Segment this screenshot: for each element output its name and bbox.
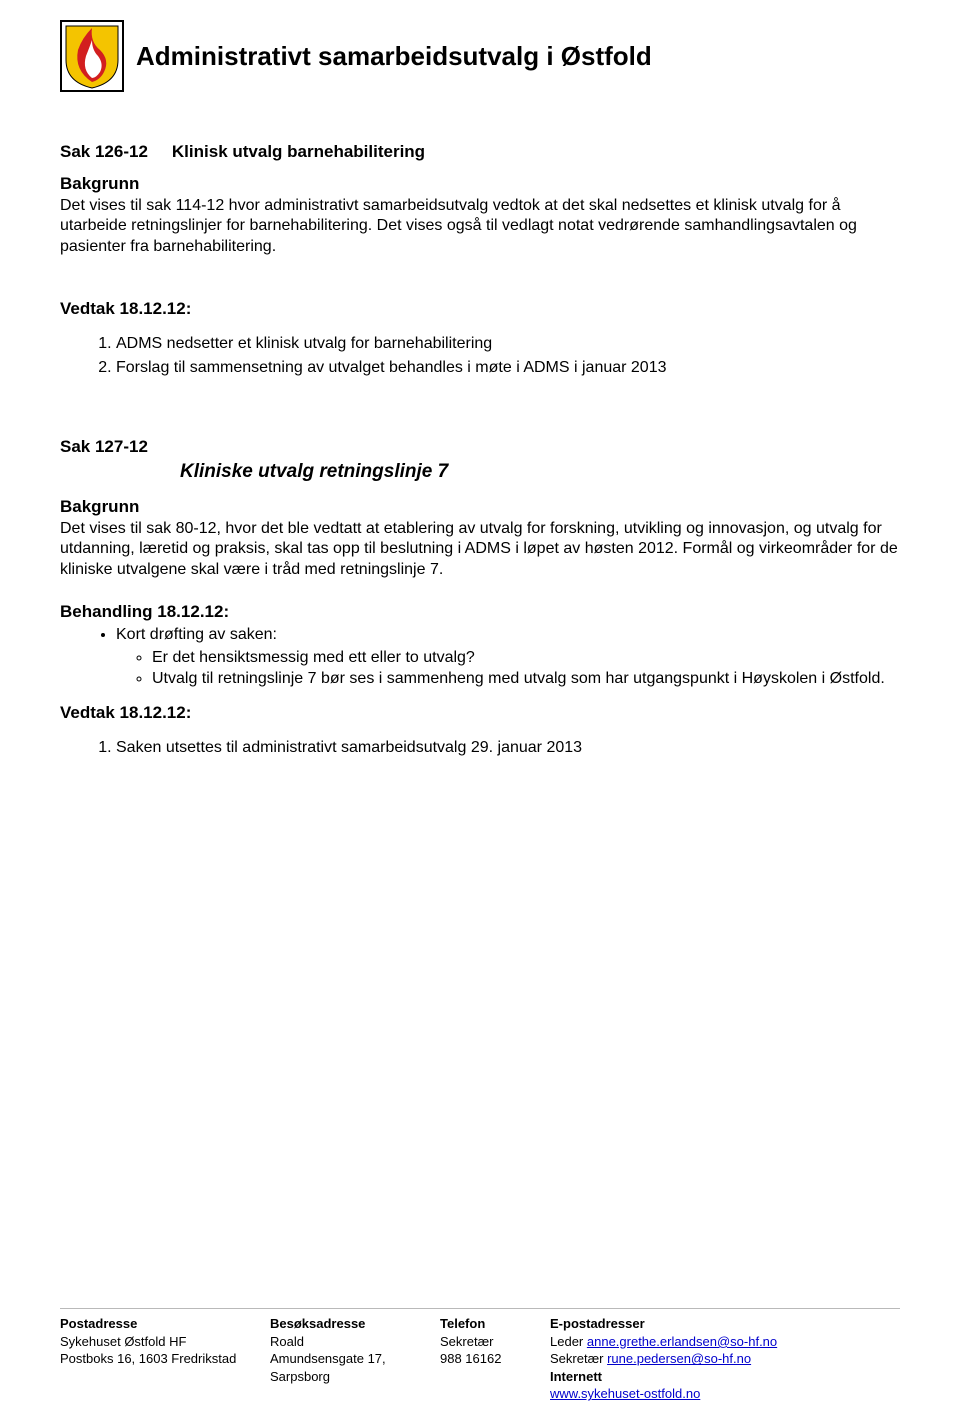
footer-heading: Telefon (440, 1315, 532, 1333)
list-item: Utvalg til retningslinje 7 bør ses i sam… (152, 668, 900, 689)
vedtak-label: Vedtak 18.12.12: (60, 299, 900, 319)
footer-line: Leder anne.grethe.erlandsen@so-hf.no (550, 1333, 882, 1351)
list-item: Saken utsettes til administrativt samarb… (116, 737, 900, 759)
leder-prefix: Leder (550, 1334, 587, 1349)
list-item: Er det hensiktsmessig med ett eller to u… (152, 647, 900, 668)
sak-title: Kliniske utvalg retningslinje 7 (180, 461, 900, 483)
bakgrunn-label: Bakgrunn (60, 174, 900, 194)
sak-number: Sak 127-12 (60, 437, 900, 457)
footer-line: 988 16162 (440, 1350, 532, 1368)
vedtak-label: Vedtak 18.12.12: (60, 703, 900, 723)
vedtak-list: ADMS nedsetter et klinisk utvalg for bar… (60, 333, 900, 378)
header-title: Administrativt samarbeidsutvalg i Østfol… (136, 41, 652, 72)
vedtak-list: Saken utsettes til administrativt samarb… (60, 737, 900, 759)
bakgrunn-text: Det vises til sak 80-12, hvor det ble ve… (60, 519, 900, 580)
behandling-label: Behandling 18.12.12: (60, 602, 900, 622)
sak-127-block: Sak 127-12 Kliniske utvalg retningslinje… (60, 437, 900, 759)
footer-heading: Besøksadresse (270, 1315, 422, 1333)
list-item: ADMS nedsetter et klinisk utvalg for bar… (116, 333, 900, 355)
footer-line: Sekretær rune.pedersen@so-hf.no (550, 1350, 882, 1368)
behandling-sublist: Er det hensiktsmessig med ett eller to u… (116, 647, 900, 689)
page-header: Administrativt samarbeidsutvalg i Østfol… (60, 20, 900, 92)
footer-heading: Internett (550, 1368, 882, 1386)
footer-line: Sykehuset Østfold HF (60, 1333, 252, 1351)
footer-line: Amundsensgate 17, (270, 1350, 422, 1368)
email-link[interactable]: anne.grethe.erlandsen@so-hf.no (587, 1334, 777, 1349)
sak-126-heading: Sak 126-12 Klinisk utvalg barnehabiliter… (60, 142, 900, 162)
behandling-list: Kort drøfting av saken: Er det hensiktsm… (60, 624, 900, 689)
bakgrunn-text: Det vises til sak 114-12 hvor administra… (60, 196, 900, 257)
sak-title: Klinisk utvalg barnehabilitering (172, 142, 425, 162)
footer-heading: E-postadresser (550, 1315, 882, 1333)
footer-line: Roald (270, 1333, 422, 1351)
footer-col-epost: E-postadresser Leder anne.grethe.erlands… (550, 1315, 900, 1403)
footer-line: Sarpsborg (270, 1368, 422, 1386)
bullet-text: Kort drøfting av saken: (116, 626, 277, 643)
footer-heading: Postadresse (60, 1315, 252, 1333)
email-link[interactable]: rune.pedersen@so-hf.no (607, 1351, 751, 1366)
bakgrunn-label: Bakgrunn (60, 497, 900, 517)
sak-number: Sak 126-12 (60, 142, 148, 162)
website-link[interactable]: www.sykehuset-ostfold.no (550, 1386, 700, 1401)
footer-line: www.sykehuset-ostfold.no (550, 1385, 882, 1403)
footer-col-besoksadresse: Besøksadresse Roald Amundsensgate 17, Sa… (270, 1315, 440, 1403)
page-footer: Postadresse Sykehuset Østfold HF Postbok… (60, 1308, 900, 1403)
footer-col-telefon: Telefon Sekretær 988 16162 (440, 1315, 550, 1403)
shield-logo-icon (60, 20, 124, 92)
sekretaer-prefix: Sekretær (550, 1351, 607, 1366)
list-item: Forslag til sammensetning av utvalget be… (116, 357, 900, 379)
footer-line: Sekretær (440, 1333, 532, 1351)
footer-col-postadresse: Postadresse Sykehuset Østfold HF Postbok… (60, 1315, 270, 1403)
footer-line: Postboks 16, 1603 Fredrikstad (60, 1350, 252, 1368)
list-item: Kort drøfting av saken: Er det hensiktsm… (116, 624, 900, 689)
